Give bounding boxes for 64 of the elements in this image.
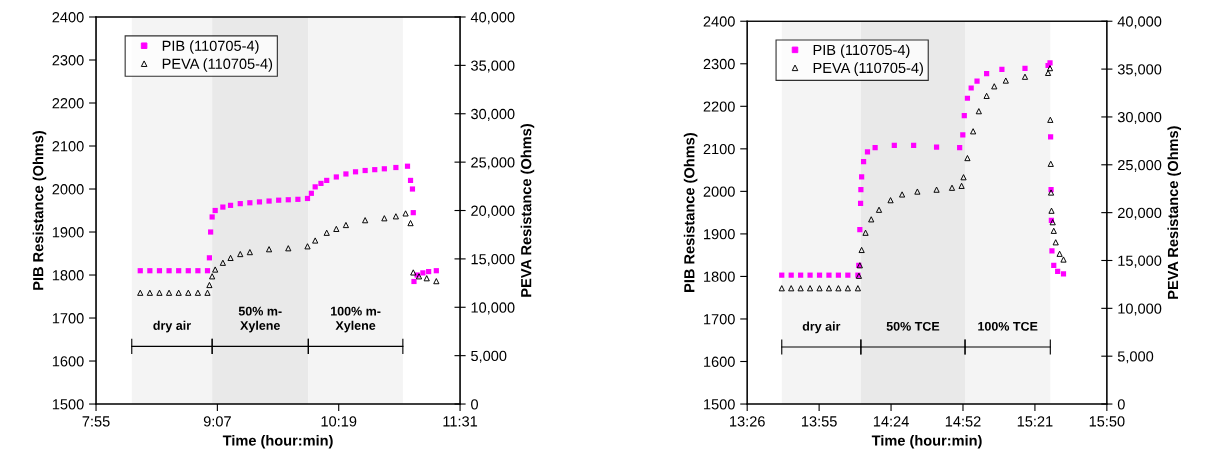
y2-tick-label: 10,000: [1118, 303, 1162, 316]
x-axis-title: Time (hour:min): [871, 434, 982, 449]
y2-tick-label: 35,000: [471, 60, 515, 73]
y-tick-label: 1800: [704, 271, 735, 282]
y-tick-label: 2200: [703, 101, 735, 112]
y-tick-label: 2300: [703, 58, 735, 70]
y2-tick-label: 20,000: [471, 205, 515, 218]
y-tick-label: 2300: [52, 55, 84, 66]
band-label: dry air: [802, 321, 841, 334]
y2-tick-label: 15,000: [1118, 255, 1162, 268]
y-tick-label: 2000: [52, 184, 84, 195]
y2-tick-label: 40,000: [1117, 16, 1162, 29]
x-axis-title: Time (hour:min): [222, 434, 333, 449]
band-label: dry air: [153, 320, 191, 333]
y-tick-label: 2100: [703, 143, 735, 155]
y2-tick-label: 40,000: [470, 12, 515, 25]
y-tick-label: 1700: [52, 313, 84, 324]
y-axis-title: PIB Resistance (Ohms): [683, 133, 698, 292]
legend-label: PEVA (110705-4): [813, 62, 923, 76]
x-tick-label: 15:21: [1017, 416, 1053, 427]
y2-tick-label: 30,000: [471, 108, 515, 121]
x-tick-label: 13:26: [730, 416, 765, 427]
y-tick-label: 2000: [703, 186, 735, 197]
x-tick-label: 14:24: [873, 416, 909, 427]
y-tick-label: 1500: [704, 399, 735, 410]
y2-tick-label: 35,000: [1117, 64, 1162, 77]
y-tick-label: 2200: [52, 98, 84, 109]
y2-tick-label: 5,000: [471, 350, 507, 363]
y2-tick-label: 25,000: [1118, 159, 1162, 172]
band-label: 100% TCE: [978, 321, 1038, 331]
band-label: 50% m- Xylene: [238, 306, 282, 333]
band-label: 100% m- Xylene: [331, 306, 381, 333]
y-tick-label: 1800: [52, 270, 84, 281]
y-tick-label: 1900: [52, 227, 84, 238]
x-tick-label: 13:55: [801, 416, 837, 427]
y2-tick-label: 20,000: [1118, 207, 1162, 220]
y-tick-label: 2400: [703, 16, 735, 27]
y-tick-label: 2400: [52, 12, 84, 23]
y2-tick-label: 5,000: [1117, 351, 1154, 364]
y2-tick-label: 25,000: [471, 157, 515, 170]
y-tick-label: 1900: [704, 229, 735, 240]
y2-tick-label: 0: [1117, 399, 1125, 410]
y2-tick-label: 30,000: [1117, 112, 1162, 125]
legend-label: PIB (110705-4): [813, 44, 910, 58]
legend-label: PIB (110705-4): [162, 40, 259, 54]
y-tick-label: 1600: [52, 356, 84, 367]
x-tick-label: 11:31: [443, 416, 478, 427]
y-axis-title: PIB Resistance (Ohms): [32, 131, 47, 290]
x-tick-label: 7:55: [82, 416, 110, 427]
x-tick-label: 14:52: [945, 416, 981, 427]
y2-axis-title: PEVA Resistance (Ohms): [520, 124, 535, 297]
x-tick-label: 10:19: [321, 416, 357, 427]
y-tick-label: 1500: [52, 399, 84, 410]
y-tick-label: 2100: [52, 141, 84, 152]
x-tick-label: 9:07: [203, 416, 231, 427]
y-tick-label: 1600: [704, 356, 735, 367]
y-tick-label: 1700: [704, 314, 735, 325]
legend-label: PEVA (110705-4): [162, 58, 273, 72]
y2-tick-label: 10,000: [471, 302, 515, 315]
y2-tick-label: 0: [471, 399, 479, 410]
x-tick-label: 15:50: [1089, 416, 1125, 427]
y2-tick-label: 15,000: [471, 253, 515, 267]
band-label: 50% TCE: [886, 321, 940, 331]
y2-axis-title: PEVA Resistance (Ohms): [1167, 126, 1182, 299]
